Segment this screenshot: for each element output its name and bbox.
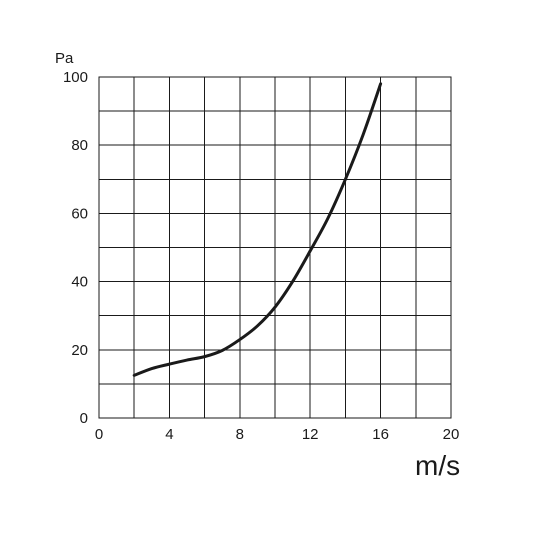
x-tick-label: 8	[236, 426, 244, 443]
series-line	[132, 82, 383, 377]
y-axis-unit-label: Pa	[55, 50, 74, 67]
plot-frame	[98, 76, 452, 419]
y-tick-label: 20	[71, 342, 88, 359]
x-tick-label: 16	[372, 426, 389, 443]
y-tick-label: 80	[71, 137, 88, 154]
x-axis-unit-label: m/s	[415, 450, 460, 481]
y-axis-tick-labels: 0 20 40 60 80 100	[63, 69, 88, 427]
x-tick-label: 0	[95, 426, 103, 443]
x-tick-label: 4	[165, 426, 173, 443]
x-axis-tick-labels: 0 4 8 12 16 20	[95, 426, 460, 443]
chart-grid	[99, 77, 451, 418]
y-tick-label: 100	[63, 69, 88, 86]
y-tick-label: 60	[71, 205, 88, 222]
x-tick-label: 12	[302, 426, 319, 443]
y-tick-label: 40	[71, 274, 88, 291]
x-tick-label: 20	[443, 426, 460, 443]
y-tick-label: 0	[80, 410, 88, 427]
